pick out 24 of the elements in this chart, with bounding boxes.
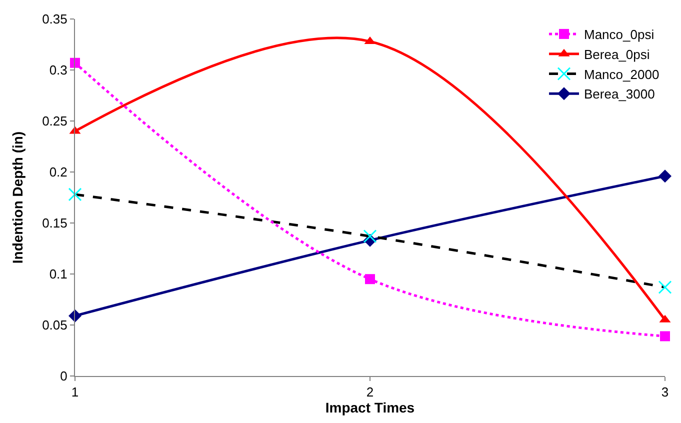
point — [68, 188, 82, 202]
y-tick-label: 0.3 — [49, 62, 68, 78]
legend-label: Berea_3000 — [584, 86, 655, 102]
y-tick-label: 0.2 — [49, 164, 68, 180]
legend-label: Manco_2000 — [584, 66, 660, 82]
x-axis-title: Impact Times — [325, 400, 415, 416]
y-tick-label: 0.05 — [42, 318, 68, 333]
point — [658, 280, 672, 294]
point — [363, 230, 377, 244]
legend-label: Berea_0psi — [584, 46, 650, 62]
point — [365, 274, 375, 284]
y-tick-label: 0 — [60, 368, 68, 384]
y-tick-label: 0.1 — [49, 266, 68, 282]
x-tick-label: 3 — [661, 384, 669, 400]
point — [660, 331, 670, 342]
legend-label: Manco_0psi — [584, 27, 654, 42]
point — [70, 58, 80, 68]
x-tick-label: 2 — [366, 384, 374, 400]
y-tick-label: 0.25 — [42, 114, 68, 129]
y-tick-label: 0.35 — [42, 12, 68, 27]
y-axis-title: Indention Depth (in) — [10, 131, 26, 264]
y-tick-label: 0.15 — [42, 216, 68, 231]
point — [658, 170, 672, 183]
x-tick-label: 1 — [71, 384, 79, 400]
